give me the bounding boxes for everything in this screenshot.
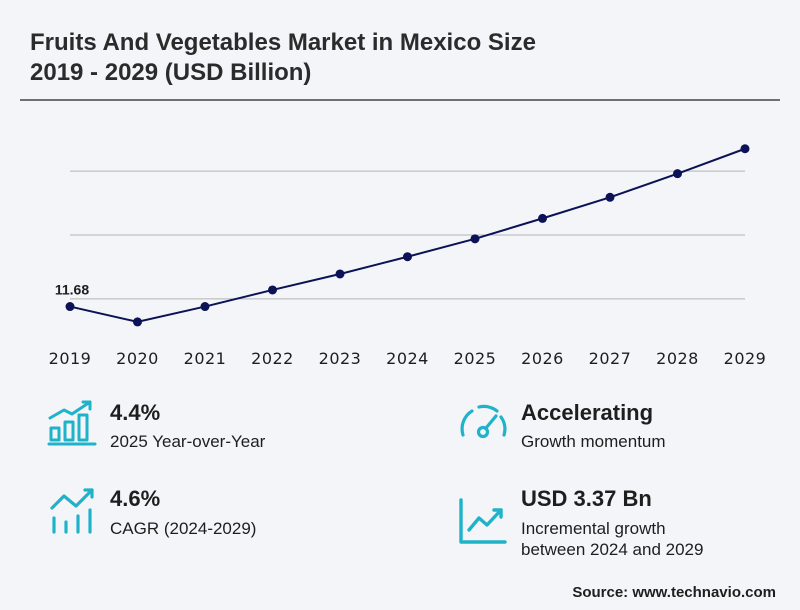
data-point-2025 xyxy=(470,234,480,244)
chart-title: Fruits And Vegetables Market in Mexico S… xyxy=(30,28,536,88)
source-credit: Source: www.technavio.com xyxy=(572,584,776,601)
x-tick-2021: 2021 xyxy=(184,349,227,368)
stat-cagr-value: 4.6% xyxy=(110,486,161,511)
chart-title-line-1: Fruits And Vegetables Market in Mexico S… xyxy=(30,29,536,56)
stat-yoy-value: 4.4% xyxy=(110,400,161,425)
x-tick-2028: 2028 xyxy=(656,349,699,368)
x-tick-2024: 2024 xyxy=(386,349,429,368)
title-divider xyxy=(20,99,780,101)
x-tick-2025: 2025 xyxy=(454,349,497,368)
x-tick-2027: 2027 xyxy=(589,349,632,368)
data-point-2022 xyxy=(268,285,277,295)
stat-cagr-label: CAGR (2024-2029) xyxy=(110,519,257,538)
x-tick-2029: 2029 xyxy=(724,349,767,368)
trend-bars-icon xyxy=(50,488,94,534)
data-point-2021 xyxy=(200,302,210,312)
x-tick-2019: 2019 xyxy=(49,349,92,368)
stat-incremental-label-line-1: Incremental growth xyxy=(521,519,666,538)
stat-cagr: 4.6% CAGR (2024-2029) xyxy=(46,484,386,544)
trend-chart-icon xyxy=(459,498,507,544)
x-tick-2022: 2022 xyxy=(251,349,294,368)
data-point-2019 xyxy=(65,302,75,312)
data-points xyxy=(65,144,750,327)
stat-momentum-value: Accelerating xyxy=(521,400,654,425)
data-point-2027 xyxy=(605,192,615,202)
chart-title-line-2: 2019 - 2029 (USD Billion) xyxy=(30,59,312,86)
stat-momentum-label: Growth momentum xyxy=(521,432,666,451)
x-tick-2026: 2026 xyxy=(521,349,564,368)
data-labels: 11.68 xyxy=(55,282,89,298)
x-tick-2023: 2023 xyxy=(319,349,362,368)
x-axis-ticks: 2019 2020 2021 2022 2023 2024 2025 2026 2027 2028… xyxy=(49,349,767,368)
stat-incremental-label-line-2: between 2024 and 2029 xyxy=(521,540,704,559)
stat-yoy-label: 2025 Year-over-Year xyxy=(110,432,266,451)
data-point-2028 xyxy=(673,169,682,179)
x-tick-2020: 2020 xyxy=(116,349,159,368)
data-point-2023 xyxy=(335,269,345,279)
stat-incremental-value: USD 3.37 Bn xyxy=(521,486,652,511)
data-point-2026 xyxy=(538,213,547,223)
bar-chart-growth-icon xyxy=(47,400,97,446)
stat-yoy: 4.4% 2025 Year-over-Year xyxy=(46,398,386,458)
line-chart: 11.68 2019 2020 2021 2022 2023 2024 2025 2026 20… xyxy=(49,144,767,368)
stat-momentum: Accelerating Growth momentum xyxy=(457,398,777,458)
gridlines xyxy=(70,170,745,300)
data-label-2019: 11.68 xyxy=(55,282,89,298)
data-point-2024 xyxy=(403,252,412,262)
stat-incremental: USD 3.37 Bn Incremental growth between 2… xyxy=(457,484,777,564)
speedometer-icon xyxy=(460,404,507,439)
data-point-2029 xyxy=(740,144,750,154)
data-point-2020 xyxy=(133,317,142,327)
